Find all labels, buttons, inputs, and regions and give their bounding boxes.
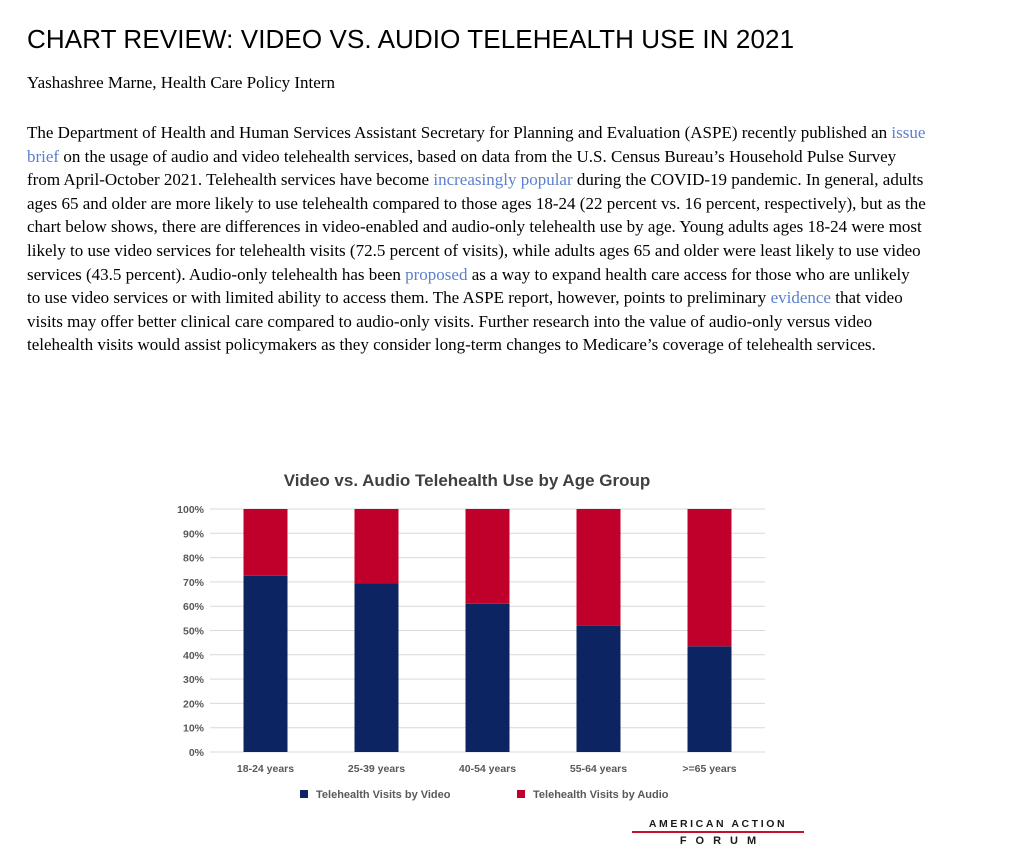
issue-brief-link[interactable]: issue brief bbox=[27, 123, 926, 166]
bar-video bbox=[465, 603, 510, 752]
article-body: The Department of Health and Human Servi… bbox=[27, 121, 927, 357]
bar-audio bbox=[243, 509, 288, 576]
logo-line-2: FORUM bbox=[679, 835, 766, 847]
y-tick-label: 90% bbox=[183, 528, 205, 540]
x-tick-label: 25-39 years bbox=[348, 763, 405, 775]
bar-video bbox=[354, 583, 399, 752]
page-title: CHART REVIEW: VIDEO VS. AUDIO TELEHEALTH… bbox=[27, 24, 795, 54]
y-tick-label: 50% bbox=[183, 626, 205, 638]
body-text-segment: The Department of Health and Human Servi… bbox=[27, 123, 892, 142]
logo-line-1: AMERICAN ACTION bbox=[648, 818, 788, 830]
bar-audio bbox=[354, 509, 399, 584]
bar-audio bbox=[687, 509, 732, 647]
body-text-segment: that video visits may offer better clini… bbox=[27, 288, 903, 355]
evidence-link[interactable]: evidence bbox=[770, 288, 831, 308]
y-tick-label: 80% bbox=[183, 553, 205, 565]
bar-audio bbox=[576, 509, 621, 626]
american-action-forum-logo: AMERICAN ACTION FORUM bbox=[632, 818, 804, 847]
x-tick-label: 18-24 years bbox=[237, 763, 294, 775]
bar-audio bbox=[465, 509, 510, 604]
byline: Yashashree Marne, Health Care Policy Int… bbox=[27, 73, 335, 92]
legend-swatch-audio bbox=[517, 790, 525, 798]
x-tick-label: 40-54 years bbox=[459, 763, 516, 775]
y-tick-label: 30% bbox=[183, 674, 205, 686]
legend-label: Telehealth Visits by Video bbox=[316, 789, 451, 801]
body-text-segment: as a way to expand health care access fo… bbox=[27, 264, 910, 308]
bar-video bbox=[687, 646, 732, 752]
increasingly-popular-link[interactable]: increasingly popular bbox=[433, 170, 573, 190]
legend-label: Telehealth Visits by Audio bbox=[533, 789, 669, 801]
bar-video bbox=[576, 625, 621, 752]
proposed-link[interactable]: proposed bbox=[405, 264, 468, 284]
y-tick-label: 40% bbox=[183, 650, 205, 662]
chart-container: Video vs. Audio Telehealth Use by Age Gr… bbox=[150, 460, 800, 820]
logo-red-rule bbox=[632, 831, 804, 833]
legend-swatch-video bbox=[300, 790, 308, 798]
y-tick-label: 0% bbox=[189, 747, 205, 759]
y-tick-label: 20% bbox=[183, 698, 205, 710]
stacked-bar-chart: Video vs. Audio Telehealth Use by Age Gr… bbox=[177, 471, 765, 801]
x-tick-label: 55-64 years bbox=[570, 763, 627, 775]
y-tick-label: 70% bbox=[183, 577, 205, 589]
y-tick-label: 60% bbox=[183, 601, 205, 613]
x-tick-label: >=65 years bbox=[682, 763, 736, 775]
body-text-segment: during the COVID-19 pandemic. In general… bbox=[27, 170, 926, 284]
y-tick-label: 10% bbox=[183, 723, 205, 735]
article-paragraph: The Department of Health and Human Servi… bbox=[27, 121, 927, 357]
bar-video bbox=[243, 575, 288, 752]
y-tick-label: 100% bbox=[177, 504, 205, 516]
body-text-segment: on the usage of audio and video teleheal… bbox=[27, 146, 897, 190]
chart-title: Video vs. Audio Telehealth Use by Age Gr… bbox=[284, 471, 651, 490]
